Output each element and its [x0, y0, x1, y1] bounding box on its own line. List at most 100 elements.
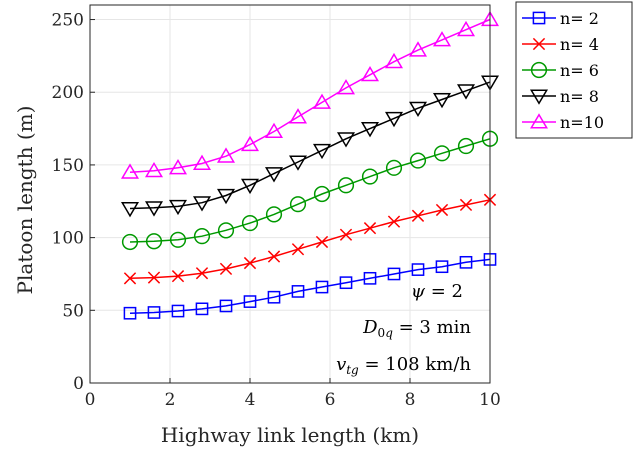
legend-label: n=10: [560, 113, 604, 132]
series-3: [121, 130, 499, 251]
triangle-up-marker: [360, 65, 380, 82]
x-marker: [532, 37, 546, 51]
circle-marker: [433, 145, 451, 162]
legend-label: n= 2: [560, 9, 599, 28]
y-tick-label: 100: [52, 229, 84, 249]
series-1: [123, 253, 497, 320]
triangle-down-marker: [216, 188, 236, 205]
square-marker: [411, 263, 425, 276]
x-tick-label: 8: [405, 390, 416, 410]
legend-label: n= 8: [560, 87, 599, 106]
legend-entry: n= 8: [522, 87, 599, 106]
y-axis-label: Platoon length (m): [13, 106, 37, 295]
x-marker: [219, 262, 233, 276]
series-line: [129, 138, 491, 243]
triangle-down-marker: [192, 196, 212, 212]
x-tick-label: 4: [245, 390, 256, 410]
circle-marker: [313, 185, 331, 203]
x-marker: [435, 203, 449, 217]
x-marker: [363, 222, 377, 235]
triangle-down-marker: [168, 199, 188, 216]
series-line: [129, 258, 491, 314]
triangle-up-marker: [120, 163, 140, 179]
triangle-up-marker: [216, 147, 236, 163]
square-marker: [219, 299, 233, 313]
x-marker: [411, 209, 425, 222]
y-tick-label: 0: [73, 374, 84, 394]
x-tick-label: 10: [479, 390, 501, 410]
circle-marker: [241, 214, 259, 232]
triangle-up-marker: [192, 154, 212, 170]
square-marker: [291, 285, 305, 298]
triangle-up-marker: [240, 135, 260, 152]
series-2: [123, 193, 497, 285]
square-marker: [195, 302, 209, 316]
x-marker: [243, 256, 257, 270]
legend-label: n= 6: [560, 61, 599, 80]
x-marker: [123, 272, 137, 285]
triangle-down-marker: [456, 84, 476, 100]
legend-entry: n=10: [522, 113, 604, 132]
x-marker: [315, 235, 329, 249]
square-marker: [267, 290, 281, 304]
x-marker: [291, 243, 305, 256]
series-line: [129, 199, 491, 280]
triangle-up-marker: [312, 93, 332, 109]
series-line: [129, 18, 491, 173]
triangle-up-marker: [408, 41, 428, 57]
square-marker: [147, 306, 161, 319]
triangle-down-marker: [240, 178, 260, 195]
legend: n= 2 n= 4 n= 6 n= 8 n=10: [515, 1, 633, 139]
x-marker: [339, 228, 353, 241]
triangle-down-marker: [120, 202, 140, 218]
triangle-down-marker: [360, 122, 380, 138]
triangle-up-marker: [432, 31, 452, 47]
legend-entry: n= 2: [522, 9, 599, 28]
circle-marker: [361, 168, 379, 185]
circle-marker: [385, 159, 403, 176]
legend-label: n= 4: [560, 35, 599, 54]
plot-frame: [89, 4, 491, 384]
triangle-up-marker: [529, 113, 549, 129]
x-tick-label: 0: [85, 390, 96, 410]
triangle-down-marker: [529, 89, 549, 105]
square-marker: [459, 255, 473, 269]
square-marker: [532, 11, 546, 25]
annotation-vtg: vtg = 108 km/h: [336, 354, 471, 377]
y-tick-label: 250: [52, 11, 84, 31]
circle-marker: [337, 177, 355, 194]
x-axis-label: Highway link length (km): [161, 423, 419, 447]
triangle-up-marker: [264, 122, 284, 139]
triangle-down-marker: [432, 92, 452, 109]
x-marker: [147, 271, 161, 284]
square-marker: [387, 267, 401, 281]
x-tick-label: 2: [165, 390, 176, 410]
triangle-down-marker: [312, 143, 332, 160]
y-tick-label: 150: [52, 156, 84, 176]
annotation-psi: ψ = 2: [411, 281, 463, 302]
triangle-up-marker: [384, 52, 404, 69]
circle-marker: [217, 222, 235, 239]
x-tick-label: 6: [325, 390, 336, 410]
legend-entry: n= 4: [522, 35, 599, 54]
square-marker: [171, 304, 185, 318]
square-marker: [363, 271, 377, 285]
series-line: [129, 81, 491, 210]
triangle-down-marker: [264, 167, 284, 183]
circle-marker: [530, 61, 548, 79]
triangle-up-marker: [336, 79, 356, 95]
circle-marker: [169, 231, 187, 248]
circle-marker: [289, 196, 307, 213]
circle-marker: [409, 152, 427, 169]
triangle-up-marker: [288, 108, 308, 124]
triangle-down-marker: [288, 155, 308, 171]
triangle-up-marker: [456, 20, 476, 37]
triangle-down-marker: [144, 201, 164, 217]
square-marker: [339, 276, 353, 290]
x-marker: [387, 215, 401, 228]
x-marker: [459, 198, 473, 212]
triangle-up-marker: [168, 159, 188, 175]
triangle-up-marker: [144, 161, 164, 178]
